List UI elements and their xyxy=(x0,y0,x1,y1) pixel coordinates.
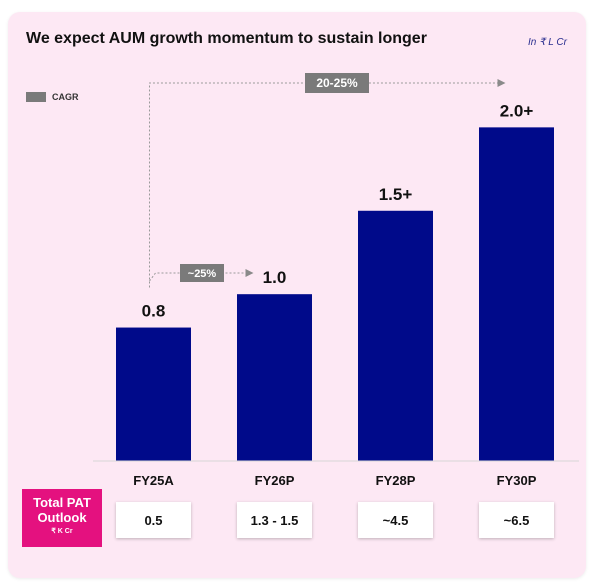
bar-value-label: 1.0 xyxy=(263,268,287,287)
cagr-badge xyxy=(180,264,224,282)
pat-value-box: ~6.5 xyxy=(479,502,554,538)
bar xyxy=(479,127,554,461)
cagr-label: 20-25% xyxy=(316,76,358,90)
unit-note: In ₹ L Cr xyxy=(528,37,567,48)
pat-value-box: ~4.5 xyxy=(358,502,433,538)
legend-swatch xyxy=(26,92,46,102)
cagr-badge xyxy=(305,73,369,93)
x-tick-label: FY26P xyxy=(255,473,295,488)
x-tick-label: FY25A xyxy=(133,473,174,488)
pat-outlook-title: Total PAT Outlook xyxy=(33,495,91,525)
pat-value-box: 0.5 xyxy=(116,502,191,538)
cagr-connector xyxy=(149,79,506,288)
x-tick-label: FY30P xyxy=(497,473,537,488)
chart-title: We expect AUM growth momentum to sustain… xyxy=(26,30,427,47)
bar xyxy=(358,210,433,461)
bar-value-label: 1.5+ xyxy=(379,185,413,204)
pat-outlook-unit: ₹ K Cr xyxy=(51,528,73,535)
bar-value-label: 2.0+ xyxy=(500,101,534,120)
pat-outlook-label: Total PAT Outlook ₹ K Cr xyxy=(22,489,102,547)
legend-label: CAGR xyxy=(52,92,79,102)
bar-value-label: 0.8 xyxy=(142,302,166,321)
x-tick-label: FY28P xyxy=(376,473,416,488)
pat-value-box: 1.3 - 1.5 xyxy=(237,502,312,538)
bar xyxy=(237,294,312,461)
cagr-connector xyxy=(149,269,254,282)
bar xyxy=(116,327,191,461)
legend: CAGR xyxy=(26,92,79,102)
cagr-label: ~25% xyxy=(188,268,217,280)
